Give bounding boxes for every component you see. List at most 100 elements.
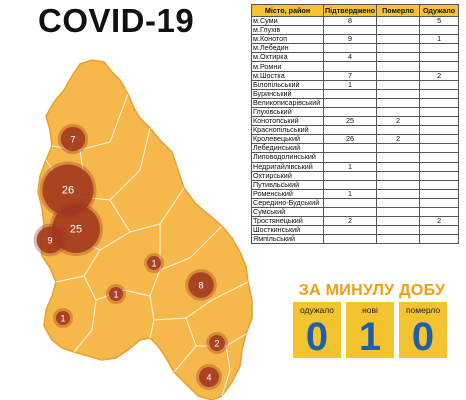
bubble-circle bbox=[209, 335, 225, 351]
daily-title: ЗА МИНУЛУ ДОБУ bbox=[298, 282, 446, 299]
table-cell bbox=[419, 225, 460, 236]
table-cell: 8 bbox=[322, 15, 378, 27]
table-cell bbox=[376, 216, 421, 227]
table-cell bbox=[376, 88, 421, 99]
daily-died-value: 0 bbox=[411, 315, 435, 359]
table-cell bbox=[376, 197, 421, 208]
table-cell bbox=[322, 225, 378, 236]
case-bubble: 1 bbox=[106, 284, 126, 304]
table-row: Недригайлівський 1 bbox=[251, 161, 460, 172]
bubble-circle bbox=[199, 367, 219, 387]
table-cell bbox=[322, 179, 378, 190]
table-cell bbox=[376, 70, 421, 81]
case-bubble: 1 bbox=[53, 308, 73, 328]
bubble-label: 1 bbox=[113, 290, 118, 300]
table-cell bbox=[322, 88, 378, 99]
table-cell bbox=[322, 43, 378, 54]
district-name: Липоводолинський bbox=[251, 152, 324, 163]
table-cell bbox=[419, 88, 460, 99]
bubble-circle bbox=[42, 164, 94, 216]
table-row: м.Охтирка 4 bbox=[251, 52, 460, 63]
table-cell bbox=[419, 125, 460, 136]
table-cell bbox=[376, 15, 421, 27]
bubble-label: 1 bbox=[151, 259, 156, 269]
table-cell bbox=[376, 225, 421, 236]
district-name: Шосткинський bbox=[251, 225, 324, 236]
table-cell bbox=[376, 188, 421, 199]
bubble-label: 25 bbox=[70, 224, 82, 236]
district-border bbox=[73, 275, 97, 353]
table-cell bbox=[419, 188, 460, 199]
table-cell bbox=[376, 143, 421, 154]
district-name: м.Глухів bbox=[251, 25, 324, 36]
table-row: Лебединський bbox=[251, 143, 460, 154]
table-cell bbox=[376, 79, 421, 90]
bubble-circle bbox=[109, 287, 123, 301]
table-row: Сумський bbox=[251, 206, 460, 218]
table-cell: 1 bbox=[419, 34, 460, 45]
case-bubble: 2 bbox=[206, 332, 228, 354]
table-cell: 2 bbox=[419, 216, 460, 227]
table-cell bbox=[376, 43, 421, 54]
district-name: Путивльський bbox=[251, 179, 324, 190]
table-cell: 5 bbox=[419, 15, 460, 27]
table-row: Роменський 1 bbox=[251, 188, 460, 199]
daily-died-label: померло bbox=[405, 305, 441, 315]
district-name: м.Ромни bbox=[251, 61, 324, 72]
table-cell: 25 bbox=[322, 116, 378, 127]
daily-new-value: 1 bbox=[358, 315, 382, 359]
district-name: Роменський bbox=[251, 188, 324, 199]
district-name: Білопільський bbox=[251, 79, 324, 90]
bubble-label: 7 bbox=[70, 135, 75, 145]
district-name: Буринський bbox=[251, 88, 324, 99]
district-name: Великописарівський bbox=[251, 97, 324, 108]
bubble-circle bbox=[60, 126, 86, 152]
table-cell bbox=[419, 152, 460, 163]
daily-recovered-label: одужало bbox=[299, 305, 335, 315]
district-border bbox=[109, 187, 185, 233]
table-cell bbox=[419, 97, 460, 108]
table-cell: 7 bbox=[322, 70, 378, 81]
table-cell bbox=[419, 143, 460, 154]
table-row: Середино-Будський bbox=[251, 197, 460, 208]
bubble-label: 2 bbox=[214, 339, 219, 349]
table-cell bbox=[376, 170, 421, 181]
table-row: м.Ромни bbox=[251, 61, 460, 72]
table-cell: 1 bbox=[322, 188, 378, 199]
bubble-circle bbox=[36, 226, 64, 254]
case-bubble: 8 bbox=[185, 269, 217, 301]
district-name: м.Охтирка bbox=[251, 52, 324, 63]
district-name: Лебединський bbox=[251, 143, 324, 154]
district-name: Охтирський bbox=[251, 170, 324, 181]
table-cell bbox=[322, 234, 378, 245]
table-row: м.Суми 8 5 bbox=[251, 15, 460, 27]
district-name: м.Суми bbox=[251, 15, 324, 27]
district-name: м.Конотоп bbox=[251, 34, 324, 45]
table-row: м.Конотоп 9 1 bbox=[251, 34, 460, 45]
table-cell bbox=[419, 197, 460, 208]
daily-died-box: померло 0 bbox=[399, 302, 447, 358]
daily-new-label: нові bbox=[362, 305, 378, 315]
table-cell: 1 bbox=[322, 161, 378, 172]
bubble-label: 8 bbox=[198, 281, 203, 291]
table-cell: 2 bbox=[376, 134, 421, 145]
district-name: Кролевецький bbox=[251, 134, 324, 145]
district-name: м.Лебедин bbox=[251, 43, 324, 54]
district-name: Тростянецький bbox=[251, 216, 324, 227]
bubble-circle bbox=[56, 311, 70, 325]
district-name: Недригайлівський bbox=[251, 161, 324, 172]
table-row: Буринський bbox=[251, 88, 460, 99]
table-cell bbox=[419, 234, 460, 245]
table-cell bbox=[376, 161, 421, 172]
table-cell bbox=[419, 43, 460, 54]
table-cell bbox=[419, 161, 460, 172]
table-cell bbox=[376, 97, 421, 108]
table-row: Путивльський bbox=[251, 179, 460, 190]
table-cell bbox=[419, 179, 460, 190]
table-cell bbox=[376, 34, 421, 45]
table-row: м.Шостка 7 2 bbox=[251, 70, 460, 81]
table-cell bbox=[376, 52, 421, 63]
table-cell bbox=[322, 143, 378, 154]
district-name: Глухівський bbox=[251, 106, 324, 118]
